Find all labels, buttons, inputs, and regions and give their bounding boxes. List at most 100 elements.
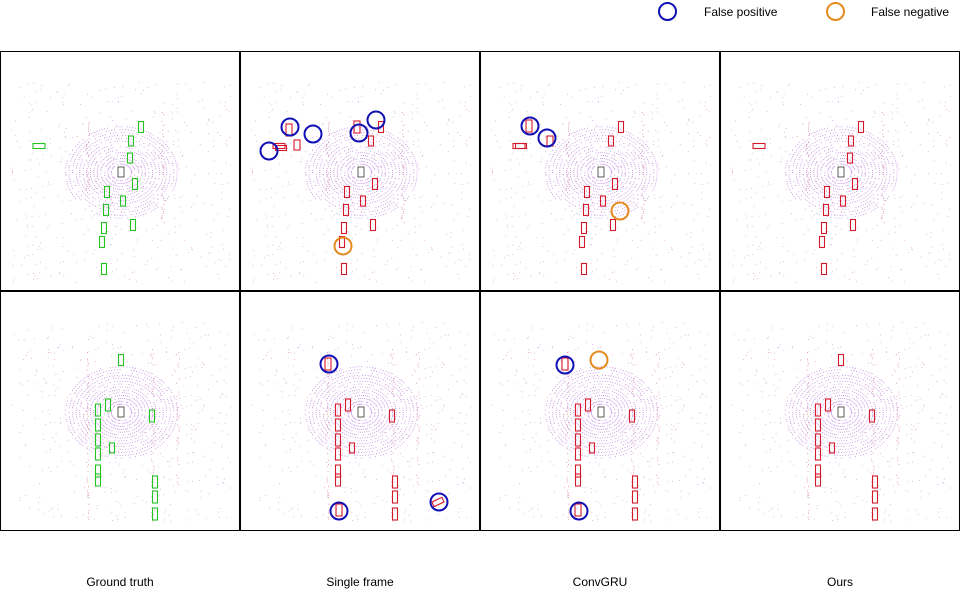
ground-truth-box xyxy=(151,507,159,521)
legend-false-negative xyxy=(826,0,845,22)
ground-truth-box xyxy=(151,475,159,489)
predicted-box xyxy=(388,409,396,423)
false-positive-marker xyxy=(537,128,557,148)
panel-row2-single-frame xyxy=(240,291,480,531)
lidar-point-cloud xyxy=(11,82,232,283)
predicted-box xyxy=(431,496,445,508)
false-positive-marker xyxy=(349,123,369,143)
predicted-box xyxy=(578,235,586,249)
predicted-box xyxy=(846,152,854,164)
panel-row2-ground-truth xyxy=(0,291,240,531)
predicted-box xyxy=(857,120,865,134)
predicted-box xyxy=(599,195,607,207)
predicted-box xyxy=(334,403,342,417)
legend-false-negative-label: False negative xyxy=(871,5,950,19)
false-positive-marker xyxy=(366,110,386,130)
predicted-box xyxy=(574,418,582,432)
predicted-box xyxy=(839,195,847,207)
predicted-box xyxy=(324,357,332,371)
predicted-box xyxy=(820,262,828,276)
predicted-box xyxy=(371,177,379,191)
false-positive-marker xyxy=(303,124,323,144)
predicted-box xyxy=(583,185,591,199)
ego-vehicle xyxy=(597,166,605,178)
predicted-box xyxy=(335,503,343,517)
predicted-box xyxy=(814,433,822,447)
bev-scene-r1-ours xyxy=(731,82,952,283)
column-label-ours: Ours xyxy=(826,575,853,589)
ground-truth-box xyxy=(94,473,102,487)
false-positive-marker xyxy=(280,117,300,137)
bev-scene-r1-single xyxy=(251,82,472,283)
bev-scene-r2-convgru xyxy=(491,322,712,522)
ground-truth-box xyxy=(131,177,139,191)
predicted-box xyxy=(391,475,399,489)
ground-truth-box xyxy=(127,135,135,147)
column-label-ground-truth: Ground truth xyxy=(86,575,154,589)
bev-scene-r1-convgru xyxy=(491,82,712,283)
false-negative-marker xyxy=(333,236,353,256)
panel-row1-single-frame xyxy=(240,51,480,291)
lidar-point-cloud xyxy=(251,322,472,522)
ground-truth-box xyxy=(94,433,102,447)
ground-truth-box xyxy=(103,185,111,199)
false-positive-marker xyxy=(569,501,589,521)
bev-scene-r1-gt xyxy=(11,82,232,283)
predicted-box xyxy=(377,120,385,134)
predicted-box xyxy=(342,203,350,217)
ground-truth-box xyxy=(94,418,102,432)
ground-truth-box xyxy=(137,120,145,134)
predicted-box xyxy=(814,418,822,432)
ground-truth-box xyxy=(148,409,156,423)
ground-truth-box xyxy=(94,464,102,478)
predicted-box xyxy=(574,403,582,417)
predicted-box xyxy=(293,139,301,151)
predicted-box xyxy=(334,464,342,478)
predicted-box xyxy=(588,442,596,454)
predicted-box xyxy=(871,490,879,504)
predicted-box xyxy=(631,490,639,504)
ground-truth-box xyxy=(129,218,137,232)
ground-truth-box xyxy=(117,353,125,367)
predicted-box xyxy=(814,473,822,487)
predicted-box xyxy=(814,464,822,478)
ground-truth-box xyxy=(102,203,110,217)
predicted-box xyxy=(822,203,830,217)
panel-row1-ground-truth xyxy=(0,51,240,291)
predicted-box xyxy=(353,120,361,134)
predicted-box xyxy=(348,442,356,454)
predicted-box xyxy=(871,507,879,521)
predicted-box xyxy=(334,473,342,487)
bev-scene-r2-ours xyxy=(731,322,952,522)
predicted-box xyxy=(561,357,569,371)
false-positive-marker xyxy=(520,116,540,136)
predicted-box xyxy=(274,144,288,152)
ground-truth-box xyxy=(94,447,102,461)
predicted-box xyxy=(584,398,592,412)
predicted-box xyxy=(344,398,352,412)
predicted-box xyxy=(851,177,859,191)
ego-vehicle xyxy=(357,406,365,418)
predicted-box xyxy=(580,221,588,235)
ego-vehicle xyxy=(837,406,845,418)
predicted-box xyxy=(847,135,855,147)
lidar-point-cloud xyxy=(251,82,472,283)
legend-false-positive-label: False positive xyxy=(704,5,778,19)
predicted-box xyxy=(609,218,617,232)
ground-truth-box xyxy=(98,235,106,249)
lidar-point-cloud xyxy=(491,82,712,283)
predicted-box xyxy=(334,433,342,447)
ground-truth-box xyxy=(32,142,46,150)
ego-vehicle xyxy=(837,166,845,178)
detection-comparison-grid xyxy=(0,51,961,532)
panel-row2-ours xyxy=(720,291,960,531)
predicted-box xyxy=(814,447,822,461)
predicted-box xyxy=(628,409,636,423)
predicted-box xyxy=(334,447,342,461)
predicted-box xyxy=(391,490,399,504)
column-label-convgru: ConvGRU xyxy=(572,575,628,589)
predicted-box xyxy=(820,221,828,235)
ego-vehicle xyxy=(357,166,365,178)
predicted-box xyxy=(574,447,582,461)
predicted-box xyxy=(343,185,351,199)
